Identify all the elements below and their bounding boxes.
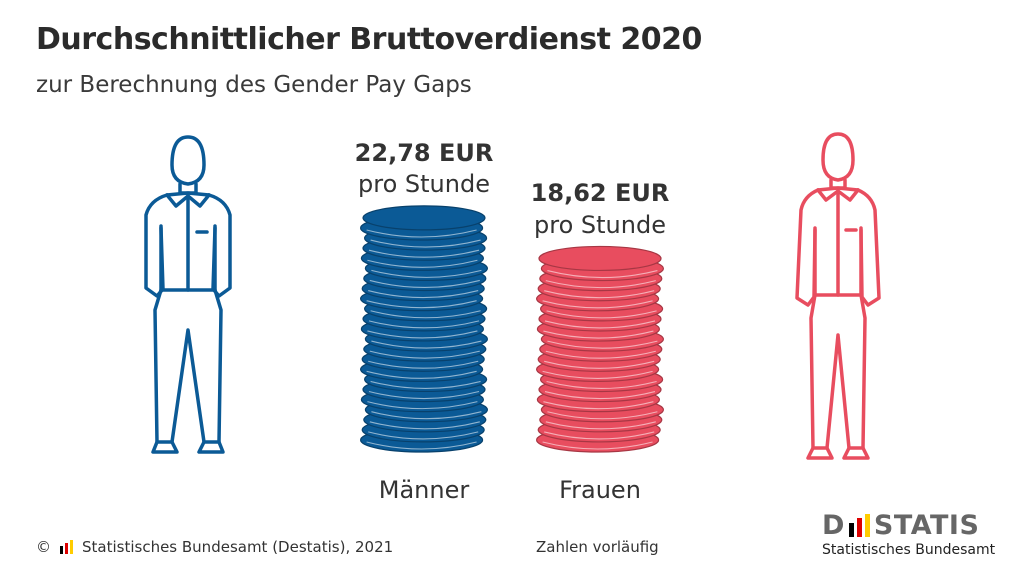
logo-word-statis: STATIS xyxy=(873,510,980,541)
coin-edge-line xyxy=(371,269,482,278)
coin-edge-line xyxy=(368,249,480,258)
coin-edge-line xyxy=(367,401,478,410)
coin-edge-line xyxy=(366,441,477,450)
coin-edge-line xyxy=(366,370,477,379)
coin-edge-line xyxy=(367,330,478,339)
flag-bar-black xyxy=(60,546,63,554)
coin-edge-line xyxy=(370,380,481,389)
chart: 22,78 EUR pro Stunde 18,62 EUR pro Stund… xyxy=(144,132,881,504)
value-label-frauen: 18,62 EUR xyxy=(531,179,670,207)
coin-edge-line xyxy=(370,310,481,319)
coin-stack-top-maenner xyxy=(362,205,486,231)
logo-bar-gold xyxy=(864,514,870,537)
unit-label-maenner: pro Stunde xyxy=(358,170,490,198)
coin-edge-line xyxy=(371,340,482,349)
coin-edge-line xyxy=(366,229,477,238)
coin-stack-top-frauen xyxy=(538,245,662,272)
coin-edge-line xyxy=(542,300,653,309)
coin-edge-line xyxy=(371,411,482,420)
coin-edge-line xyxy=(369,421,480,430)
coin-edge-line xyxy=(543,330,654,339)
copyright-symbol: © xyxy=(36,538,51,556)
coin-edge-line xyxy=(544,391,656,400)
coin-edge-line xyxy=(544,360,655,369)
destatis-logo: D STATIS Statistisches Bundesamt xyxy=(822,510,995,558)
coin-edge-line xyxy=(544,431,655,440)
flag-bar-red xyxy=(65,543,68,554)
coin-edge-line xyxy=(367,259,478,268)
woman-icon xyxy=(795,132,881,460)
logo-letter-d: D xyxy=(822,510,845,541)
category-label-maenner: Männer xyxy=(379,476,470,504)
man-icon xyxy=(144,135,232,454)
coin-edge-line xyxy=(545,421,656,430)
category-label-frauen: Frauen xyxy=(559,476,641,504)
coin-edge-line xyxy=(368,290,479,299)
coin-stack-maenner xyxy=(360,205,488,453)
coin-edge-line xyxy=(546,380,657,389)
coin-edge-line xyxy=(368,390,480,400)
coin-edge-line xyxy=(542,370,653,379)
coin-edge-line xyxy=(368,360,479,369)
coin-edge-line xyxy=(547,340,658,349)
coin-edge-line xyxy=(544,320,656,329)
coin-edge-line xyxy=(366,300,477,309)
value-label-maenner: 22,78 EUR xyxy=(355,139,494,167)
coin-edge-line xyxy=(369,350,480,359)
coin-edge-line xyxy=(547,411,658,420)
logo-bar-black xyxy=(848,523,854,537)
coin-edge-line xyxy=(543,401,654,410)
coin-edge-line xyxy=(545,350,656,359)
coin-edge-line xyxy=(368,431,479,440)
coin-stack-frauen xyxy=(535,245,665,453)
flag-bar-gold xyxy=(70,540,73,554)
logo-bar-red xyxy=(856,518,862,537)
coin-edge-line xyxy=(546,310,657,319)
unit-label-frauen: pro Stunde xyxy=(534,211,666,239)
coin-edge-line xyxy=(369,279,480,288)
coin-edge-line xyxy=(370,239,481,248)
source-text: Statistisches Bundesamt (Destatis), 2021 xyxy=(82,538,394,556)
logo-subtitle: Statistisches Bundesamt xyxy=(822,542,996,558)
coin-edge-line xyxy=(368,320,480,329)
chart-subtitle: zur Berechnung des Gender Pay Gaps xyxy=(36,72,472,98)
source-note: © Statistisches Bundesamt (Destatis), 20… xyxy=(36,538,393,556)
coin-edge-line xyxy=(542,441,653,450)
preliminary-note: Zahlen vorläufig xyxy=(536,538,659,556)
logo-flag-icon xyxy=(848,514,870,537)
chart-title: Durchschnittlicher Bruttoverdienst 2020 xyxy=(36,22,702,57)
flag-bars-icon xyxy=(60,540,73,554)
coin-edge-line xyxy=(545,280,656,289)
coin-edge-line xyxy=(547,270,658,279)
coin-stacks xyxy=(360,205,665,453)
coin-edge-line xyxy=(544,290,655,299)
